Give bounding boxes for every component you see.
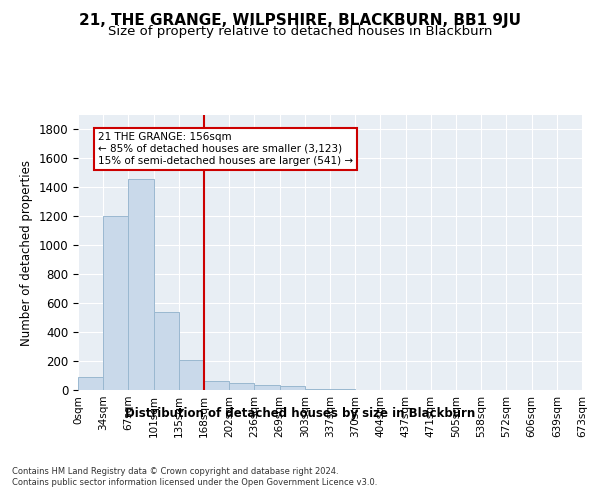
- Bar: [229, 384, 254, 390]
- Bar: [179, 360, 204, 390]
- Bar: [128, 178, 154, 390]
- Text: 21, THE GRANGE, WILPSHIRE, BLACKBURN, BB1 9JU: 21, THE GRANGE, WILPSHIRE, BLACKBURN, BB…: [79, 12, 521, 28]
- Bar: [154, 312, 179, 390]
- Bar: [305, 388, 330, 390]
- Bar: [103, 216, 128, 390]
- Text: 21 THE GRANGE: 156sqm
← 85% of detached houses are smaller (3,123)
15% of semi-d: 21 THE GRANGE: 156sqm ← 85% of detached …: [98, 132, 353, 166]
- Text: Distribution of detached houses by size in Blackburn: Distribution of detached houses by size …: [125, 408, 475, 420]
- Text: Size of property relative to detached houses in Blackburn: Size of property relative to detached ho…: [108, 25, 492, 38]
- Bar: [204, 380, 229, 390]
- Text: Contains HM Land Registry data © Crown copyright and database right 2024.
Contai: Contains HM Land Registry data © Crown c…: [12, 468, 377, 487]
- Y-axis label: Number of detached properties: Number of detached properties: [20, 160, 33, 346]
- Bar: [78, 377, 103, 390]
- Bar: [280, 386, 305, 390]
- Bar: [254, 385, 280, 390]
